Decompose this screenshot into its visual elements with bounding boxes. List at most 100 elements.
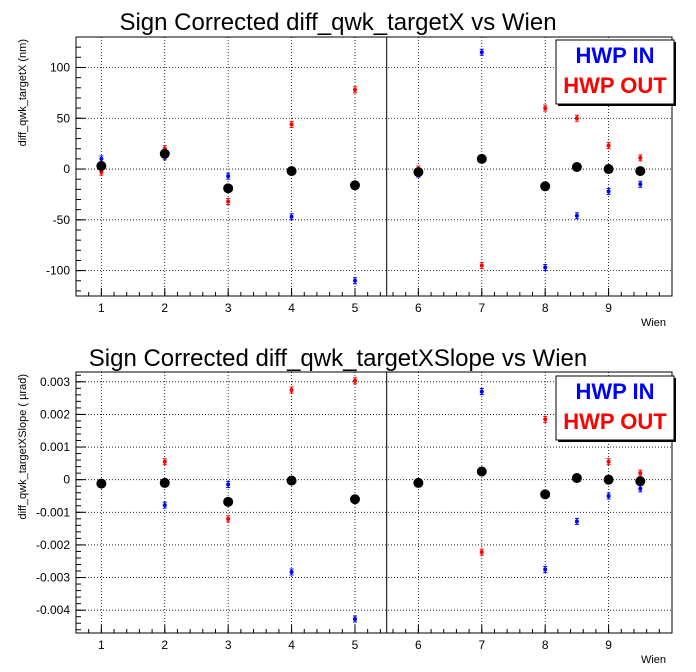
data-point: [540, 489, 551, 500]
x-tick-label: 1: [98, 301, 105, 315]
data-point: [479, 550, 484, 555]
data-point: [289, 214, 294, 219]
y-tick-label: -0.004: [36, 603, 70, 617]
y-tick-label: 0: [63, 473, 70, 487]
data-point: [226, 199, 231, 204]
x-axis-label: Wien: [641, 317, 666, 329]
legend-box: [555, 375, 675, 441]
data-point: [606, 189, 611, 194]
chart-2: Sign Corrected diff_qwk_targetXSlope vs …: [17, 345, 676, 666]
data-point: [413, 167, 424, 178]
data-point: [349, 180, 360, 191]
chart-1: Sign Corrected diff_qwk_targetX vs Wien 1…: [17, 9, 676, 329]
data-point: [286, 475, 297, 486]
data-point: [638, 486, 643, 491]
data-point: [635, 166, 646, 177]
y-tick-label: 0.001: [40, 440, 70, 454]
data-point: [540, 181, 551, 192]
data-point: [635, 476, 646, 487]
data-point: [479, 389, 484, 394]
data-point: [223, 183, 234, 194]
data-point: [571, 473, 582, 484]
data-point: [226, 174, 231, 179]
y-tick-label: 0.003: [40, 375, 70, 389]
x-axis-label: Wien: [641, 654, 666, 666]
data-point: [603, 164, 614, 175]
data-point: [352, 616, 357, 621]
legend-entry: HWP OUT: [563, 73, 667, 98]
y-tick-label: 100: [50, 60, 70, 74]
data-point: [638, 155, 643, 160]
data-point: [289, 122, 294, 127]
x-tick-label: 5: [352, 301, 359, 315]
data-point: [352, 378, 357, 383]
y-tick-label: 0.002: [40, 407, 70, 421]
data-point: [571, 162, 582, 173]
data-point: [99, 156, 104, 161]
data-point: [574, 519, 579, 524]
data-point: [606, 143, 611, 148]
data-point: [352, 278, 357, 283]
data-point: [159, 148, 170, 159]
x-tick-label: 7: [478, 301, 485, 315]
x-tick-label: 3: [225, 638, 232, 652]
data-point: [352, 87, 357, 92]
x-tick-label: 4: [288, 638, 295, 652]
data-point: [574, 213, 579, 218]
y-axis-label: diff_qwk_targetXSlope ( µrad): [17, 374, 29, 520]
data-point: [286, 166, 297, 177]
x-tick-label: 6: [415, 638, 422, 652]
data-point: [543, 417, 548, 422]
y-tick-label: -0.002: [36, 538, 70, 552]
data-point: [638, 182, 643, 187]
x-tick-label: 8: [542, 301, 549, 315]
x-tick-label: 5: [352, 638, 359, 652]
data-point: [162, 459, 167, 464]
x-tick-label: 1: [98, 638, 105, 652]
y-tick-label: 50: [57, 111, 71, 125]
plot-frame: [75, 371, 673, 634]
legend-box: [555, 39, 675, 105]
data-point: [96, 478, 107, 489]
y-tick-label: 0: [63, 162, 70, 176]
data-point: [543, 567, 548, 572]
x-tick-label: 2: [161, 638, 168, 652]
y-tick-label: -100: [46, 264, 70, 278]
x-tick-label: 6: [415, 301, 422, 315]
data-point: [99, 170, 104, 175]
data-point: [638, 471, 643, 476]
y-tick-label: -50: [53, 213, 71, 227]
x-tick-label: 7: [478, 638, 485, 652]
data-point: [479, 50, 484, 55]
data-point: [289, 387, 294, 392]
data-point: [603, 474, 614, 485]
data-point: [606, 493, 611, 498]
x-tick-label: 4: [288, 301, 295, 315]
data-point: [543, 106, 548, 111]
data-point: [349, 494, 360, 505]
x-tick-label: 8: [542, 638, 549, 652]
data-point: [159, 477, 170, 488]
y-axis-label: diff_qwk_targetX (nm): [17, 39, 29, 146]
data-point: [289, 569, 294, 574]
y-tick-label: -0.001: [36, 505, 70, 519]
data-point: [574, 116, 579, 121]
data-point: [96, 160, 107, 171]
x-tick-label: 3: [225, 301, 232, 315]
data-point: [476, 153, 487, 164]
data-point: [226, 482, 231, 487]
data-point: [162, 503, 167, 508]
x-tick-label: 9: [605, 301, 612, 315]
chart-title: Sign Corrected diff_qwk_targetX vs Wien: [119, 9, 556, 36]
legend-entry: HWP IN: [575, 43, 654, 68]
plot-frame: [75, 36, 673, 297]
data-point: [413, 477, 424, 488]
data-point: [476, 466, 487, 477]
data-point: [543, 265, 548, 270]
chart-title: Sign Corrected diff_qwk_targetXSlope vs …: [89, 345, 587, 372]
data-point: [606, 459, 611, 464]
x-tick-label: 2: [161, 301, 168, 315]
data-point: [223, 496, 234, 507]
